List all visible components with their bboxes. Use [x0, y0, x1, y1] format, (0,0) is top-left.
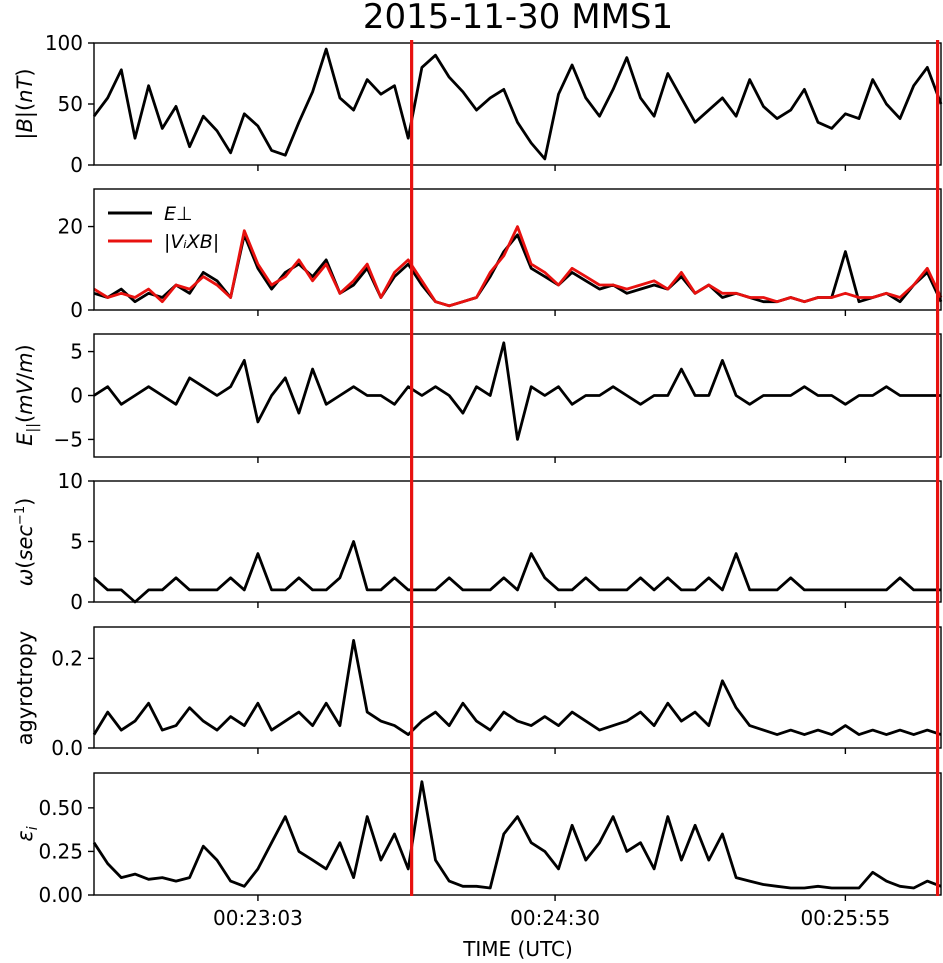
- xtick-label: 00:25:55: [800, 906, 890, 930]
- ytick-label: 0: [70, 384, 83, 408]
- ytick-label: 0: [70, 153, 83, 177]
- legend-entry: E⊥: [164, 203, 193, 225]
- ylabel-epar: E||(mV/m): [13, 344, 41, 446]
- ytick-label: 10: [58, 469, 83, 493]
- axes-frame: [93, 333, 942, 458]
- ylabel-b: |B|(nT): [13, 68, 38, 139]
- ytick-label: 20: [58, 215, 83, 239]
- ytick-label: 0.00: [38, 883, 83, 907]
- chart-title: 2015-11-30 MMS1: [363, 0, 673, 37]
- axes-frame: [93, 480, 942, 603]
- series-line-0: [93, 341, 941, 441]
- ytick-label: 0.25: [38, 839, 83, 863]
- ylabel-agyrotropy: agyrotropy: [13, 631, 37, 746]
- legend-entry: |VᵢXB|: [164, 231, 219, 253]
- ytick-label: 5: [70, 530, 83, 554]
- series-line-0: [92, 780, 942, 890]
- series-line-0: [92, 639, 942, 736]
- xtick-label: 00:23:03: [213, 906, 303, 930]
- panel-1: 0 20 E⊥ |VᵢXB|: [58, 188, 943, 322]
- ytick-label: 0: [70, 590, 83, 614]
- ytick-label: 5: [70, 340, 83, 364]
- ylabel-epsilon: εi: [13, 826, 41, 841]
- axes-frame: [93, 772, 942, 896]
- xtick-label: 00:24:30: [510, 906, 600, 930]
- series-line-0: [93, 540, 941, 604]
- series-line-1: [93, 225, 943, 308]
- ytick-label: 50: [58, 92, 83, 116]
- panel-2: −5 0 5: [54, 333, 942, 463]
- series-line-0: [93, 233, 943, 308]
- panel-3: 0 5 10: [58, 469, 942, 614]
- ytick-label: 0.2: [51, 646, 83, 670]
- ytick-label: 0: [70, 298, 83, 322]
- panel-5: 0.00 0.25 0.50: [38, 772, 942, 907]
- series-line-0: [92, 47, 943, 161]
- panels: 050100020E⊥|VᵢXB|−50505100.00.20.000.250…: [38, 31, 943, 930]
- axes-frame: [93, 42, 942, 166]
- x-axis-label: TIME (UTC): [462, 937, 573, 961]
- axes-frame: [93, 626, 942, 749]
- legend: E⊥ |VᵢXB|: [108, 203, 219, 253]
- panel-4: 0.0 0.2: [51, 626, 942, 760]
- ytick-label: −5: [54, 427, 83, 451]
- axes-frame: [93, 188, 942, 311]
- panel-0: 0 50 100: [45, 31, 943, 177]
- ytick-label: 100: [45, 31, 83, 55]
- ylabel-omega: ω(sec−1): [13, 498, 37, 587]
- y-axis-labels: |B|(nT) E||(mV/m) ω(sec−1) agyrotropy εi: [13, 68, 41, 841]
- ytick-label: 0.0: [51, 736, 83, 760]
- ytick-label: 0.50: [38, 796, 83, 820]
